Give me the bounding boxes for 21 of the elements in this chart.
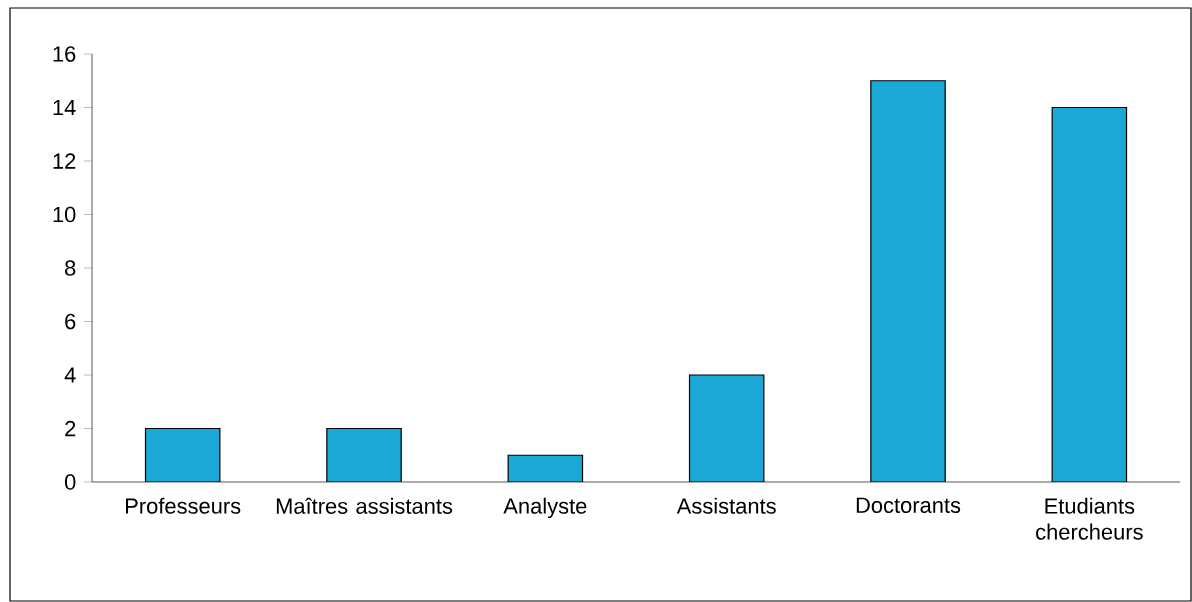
y-tick-label: 4 [64,367,76,383]
bar [326,427,402,482]
x-tick-label: Assistants [676,497,776,514]
x-tick-label: Professeurs [126,497,241,514]
bar [507,454,584,482]
y-tick-label: 16 [53,46,76,62]
bar [144,427,221,482]
y-tick-label: 8 [65,260,76,276]
x-tick-label: Maîtres assistants [276,497,453,514]
y-tick-label: 0 [64,474,76,490]
y-tick-label: 6 [65,313,76,330]
y-tick-label: 2 [65,420,76,437]
bar [870,80,946,482]
x-tick-label: Doctorants [856,497,961,513]
y-tick-label: 10 [53,206,76,223]
bar [1051,106,1128,482]
y-tick-label: 12 [53,153,76,169]
bar [688,374,765,482]
x-tick-label: Etudiants chercheurs [1036,497,1143,540]
x-tick-label: Analyste [503,497,587,519]
y-tick-label: 14 [53,99,76,116]
